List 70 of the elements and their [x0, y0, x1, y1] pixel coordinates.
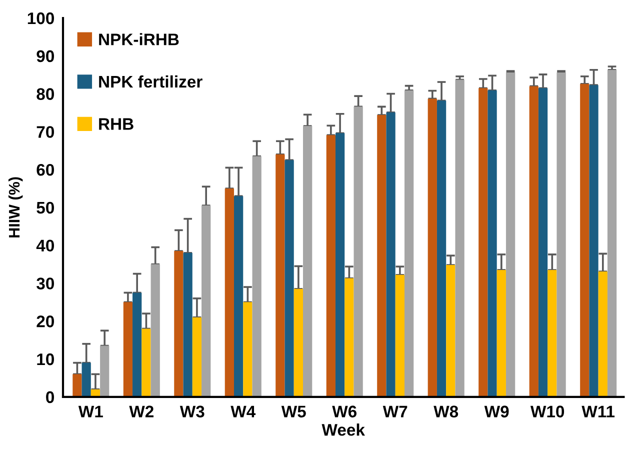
bar — [580, 84, 590, 397]
bar — [326, 135, 336, 397]
bar — [252, 156, 262, 397]
bar — [556, 72, 566, 397]
bar — [100, 346, 110, 397]
bar — [132, 292, 142, 397]
y-tick-label: 60 — [36, 164, 54, 176]
bar — [377, 115, 386, 397]
bar — [395, 274, 404, 397]
bar — [496, 270, 506, 397]
bar — [488, 90, 497, 397]
bar — [478, 88, 488, 397]
bar — [183, 252, 192, 397]
bar — [142, 328, 151, 397]
y-axis-title: HIIW (%) — [8, 177, 23, 238]
bar — [598, 271, 608, 397]
bar — [294, 288, 304, 397]
x-tick-label: W6 — [332, 406, 357, 418]
bar — [303, 126, 312, 397]
bar — [243, 302, 252, 397]
bar — [538, 88, 548, 397]
x-tick-label: W11 — [582, 406, 615, 418]
y-tick-label: 30 — [36, 278, 54, 290]
bar — [344, 278, 354, 397]
bar — [529, 86, 538, 397]
legend-label: RHB — [99, 118, 134, 130]
legend-label: NPK-iRHB — [99, 33, 179, 46]
y-tick-label: 50 — [36, 202, 54, 214]
bar — [123, 302, 133, 397]
bar — [589, 85, 598, 397]
x-tick-label: W9 — [484, 406, 509, 418]
bar — [548, 270, 557, 397]
y-tick-label: 10 — [37, 353, 54, 366]
bar — [234, 196, 244, 397]
y-tick-label: 0 — [46, 391, 54, 404]
y-tick-label: 20 — [36, 316, 54, 328]
x-tick-label: W3 — [180, 406, 204, 418]
bar — [72, 374, 82, 397]
y-tick-label: 90 — [36, 50, 54, 62]
x-tick-label: W2 — [129, 406, 154, 418]
x-tick-label: W10 — [530, 406, 564, 418]
bar — [335, 133, 345, 397]
bar — [202, 206, 211, 397]
x-tick-label: W1 — [78, 406, 103, 418]
bar — [404, 90, 414, 397]
x-tick-label: W8 — [434, 406, 458, 418]
bar — [284, 160, 294, 397]
bar — [607, 70, 617, 397]
y-tick-label: 70 — [36, 126, 54, 138]
bar — [354, 106, 363, 397]
y-tick-label: 80 — [36, 88, 54, 100]
bar — [82, 362, 91, 397]
bar — [506, 72, 516, 397]
bar — [276, 154, 285, 397]
bar — [436, 100, 446, 397]
bar — [192, 317, 202, 397]
bar — [386, 112, 396, 397]
bar — [174, 251, 184, 397]
x-tick-label: W5 — [281, 406, 306, 418]
y-tick-label: 100 — [28, 12, 54, 24]
bar — [455, 80, 464, 397]
x-axis-title: Week — [322, 424, 365, 436]
bar — [224, 188, 234, 397]
legend-label: NPK fertilizer — [99, 75, 202, 88]
x-tick-label: W7 — [382, 406, 408, 418]
y-tick-label: 40 — [36, 240, 54, 252]
bar — [428, 98, 437, 397]
x-tick-label: W4 — [230, 406, 256, 418]
bar — [446, 265, 456, 397]
bar — [150, 264, 160, 397]
